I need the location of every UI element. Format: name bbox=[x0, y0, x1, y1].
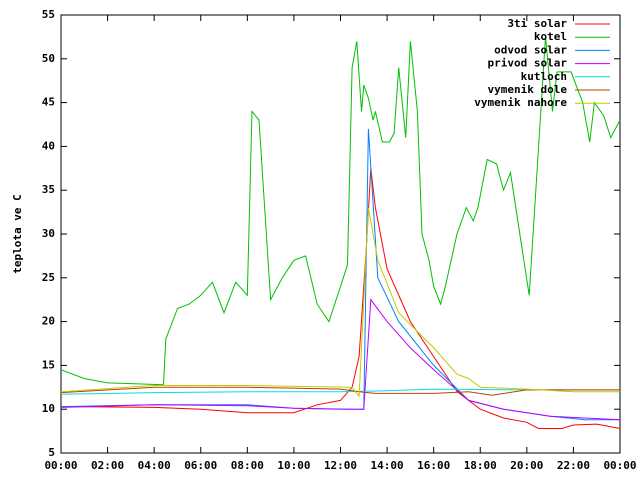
legend-label: vymenik dole bbox=[488, 83, 568, 96]
y-tick-label: 25 bbox=[42, 271, 55, 284]
series-line bbox=[60, 168, 621, 429]
x-tick-label: 14:00 bbox=[371, 459, 404, 472]
series-line bbox=[60, 36, 621, 386]
legend-label: kutloch bbox=[521, 70, 567, 83]
y-tick-label: 15 bbox=[42, 358, 55, 371]
x-tick-label: 18:00 bbox=[464, 459, 497, 472]
x-tick-label: 00:00 bbox=[603, 459, 636, 472]
x-tick-label: 08:00 bbox=[231, 459, 264, 472]
legend-label: privod solar bbox=[488, 57, 568, 70]
series-line bbox=[60, 388, 620, 395]
series-line bbox=[60, 128, 620, 421]
legend-label: 3ti solar bbox=[507, 17, 567, 30]
x-tick-label: 12:00 bbox=[324, 459, 357, 472]
x-tick-label: 22:00 bbox=[557, 459, 590, 472]
y-tick-label: 40 bbox=[42, 139, 55, 152]
x-tick-label: 20:00 bbox=[510, 459, 543, 472]
legend-label: kotel bbox=[534, 30, 567, 43]
legend-label: odvod solar bbox=[494, 43, 567, 56]
y-tick-label: 55 bbox=[42, 8, 55, 21]
x-tick-label: 06:00 bbox=[184, 459, 217, 472]
legend-label: vymenik nahore bbox=[474, 96, 567, 109]
y-tick-label: 45 bbox=[42, 96, 55, 109]
x-tick-label: 04:00 bbox=[138, 459, 171, 472]
x-tick-label: 10:00 bbox=[277, 459, 310, 472]
series-line bbox=[60, 386, 620, 396]
series-line bbox=[60, 207, 620, 398]
y-tick-label: 10 bbox=[42, 402, 55, 415]
x-tick-label: 02:00 bbox=[91, 459, 124, 472]
y-tick-label: 5 bbox=[48, 446, 55, 459]
y-axis-label: teplota ve C bbox=[11, 194, 24, 273]
x-tick-label: 16:00 bbox=[417, 459, 450, 472]
x-tick-label: 00:00 bbox=[44, 459, 77, 472]
y-tick-label: 50 bbox=[42, 52, 55, 65]
y-tick-label: 35 bbox=[42, 183, 55, 196]
y-tick-label: 20 bbox=[42, 315, 55, 328]
y-tick-label: 30 bbox=[42, 227, 55, 240]
series-line bbox=[60, 298, 621, 421]
